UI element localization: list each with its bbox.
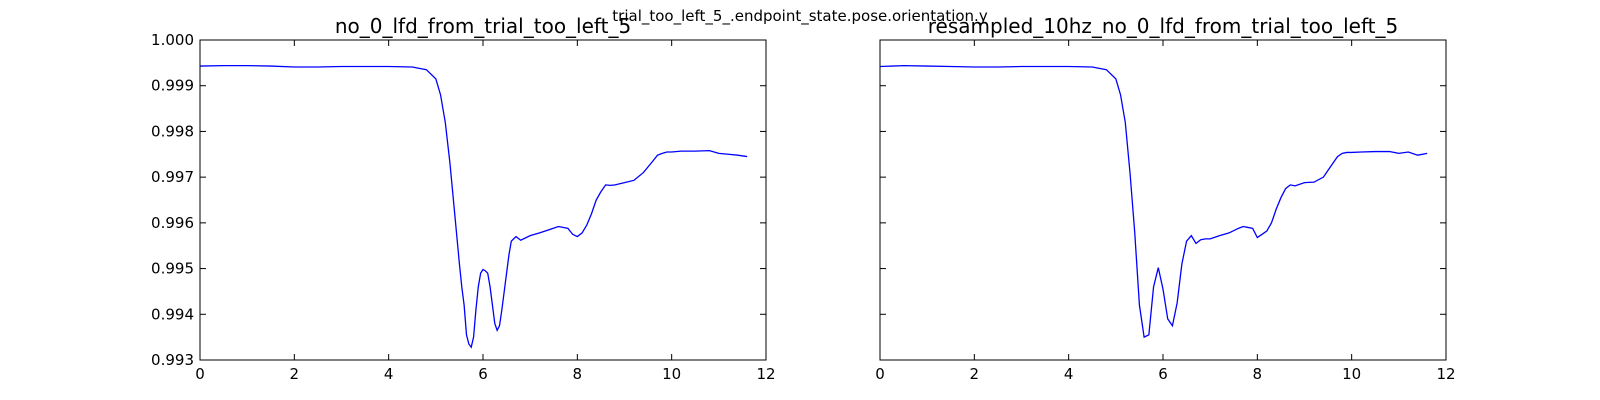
x-tick-label: 8 [1253, 365, 1263, 383]
figure-suptitle: trial_too_left_5_.endpoint_state.pose.or… [612, 7, 988, 26]
x-tick-label: 2 [970, 365, 980, 383]
series-line [199, 64, 748, 349]
x-tick-label: 2 [290, 365, 300, 383]
axes-frame [879, 39, 1447, 361]
y-tick-label: 0.999 [151, 77, 194, 95]
chart-title: resampled_10hz_no_0_lfd_from_trial_too_l… [928, 14, 1398, 38]
x-tick-label: 10 [662, 365, 681, 383]
series-line [879, 64, 1428, 339]
y-tick-label: 0.996 [151, 214, 194, 232]
x-tick-label: 4 [384, 365, 394, 383]
x-tick-label: 6 [478, 365, 488, 383]
axes-frame [199, 39, 767, 361]
y-tick-label: 0.993 [151, 351, 194, 369]
y-tick-label: 0.994 [151, 305, 194, 323]
x-tick-label: 6 [1158, 365, 1168, 383]
y-tick-label: 0.995 [151, 260, 194, 278]
y-tick-label: 0.997 [151, 168, 194, 186]
x-tick-label: 0 [195, 365, 205, 383]
x-tick-label: 0 [875, 365, 885, 383]
x-tick-label: 10 [1342, 365, 1361, 383]
y-tick-label: 1.000 [151, 31, 194, 49]
chart-title: no_0_lfd_from_trial_too_left_5 [335, 14, 631, 38]
x-tick-label: 4 [1064, 365, 1074, 383]
x-tick-label: 12 [1436, 365, 1455, 383]
x-tick-label: 12 [756, 365, 775, 383]
x-tick-label: 8 [573, 365, 583, 383]
chart-panel-right: resampled_10hz_no_0_lfd_from_trial_too_l… [875, 14, 1455, 383]
chart-panel-left: no_0_lfd_from_trial_too_left_5 0 2 4 6 8 10 12 0… [151, 14, 776, 383]
y-tick-label: 0.998 [151, 122, 194, 140]
